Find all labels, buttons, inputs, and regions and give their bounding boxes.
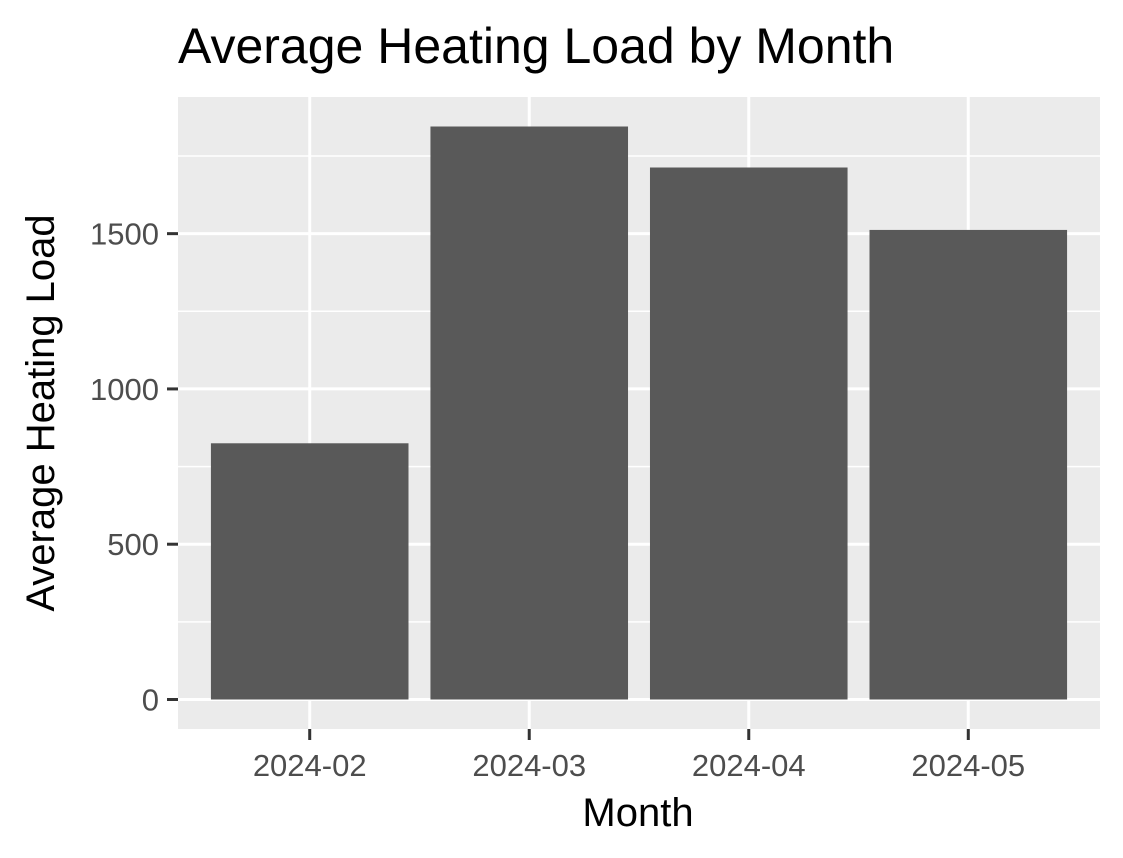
x-axis-title: Month xyxy=(582,791,693,835)
x-tick-label: 2024-05 xyxy=(911,748,1025,783)
y-axis-title: Average Heating Load xyxy=(19,214,63,611)
bar-2024-02 xyxy=(210,443,409,700)
bar-2024-03 xyxy=(430,126,629,700)
y-tick-label: 1500 xyxy=(90,217,159,252)
y-tick-label: 1000 xyxy=(90,372,159,407)
y-tick-label: 0 xyxy=(142,682,159,717)
y-tick-label: 500 xyxy=(107,527,159,562)
x-tick-label: 2024-02 xyxy=(253,748,367,783)
chart-title: Average Heating Load by Month xyxy=(178,18,894,74)
x-tick-label: 2024-03 xyxy=(472,748,586,783)
bar-2024-04 xyxy=(649,167,848,700)
bar-2024-05 xyxy=(869,229,1068,700)
x-tick-label: 2024-04 xyxy=(692,748,806,783)
